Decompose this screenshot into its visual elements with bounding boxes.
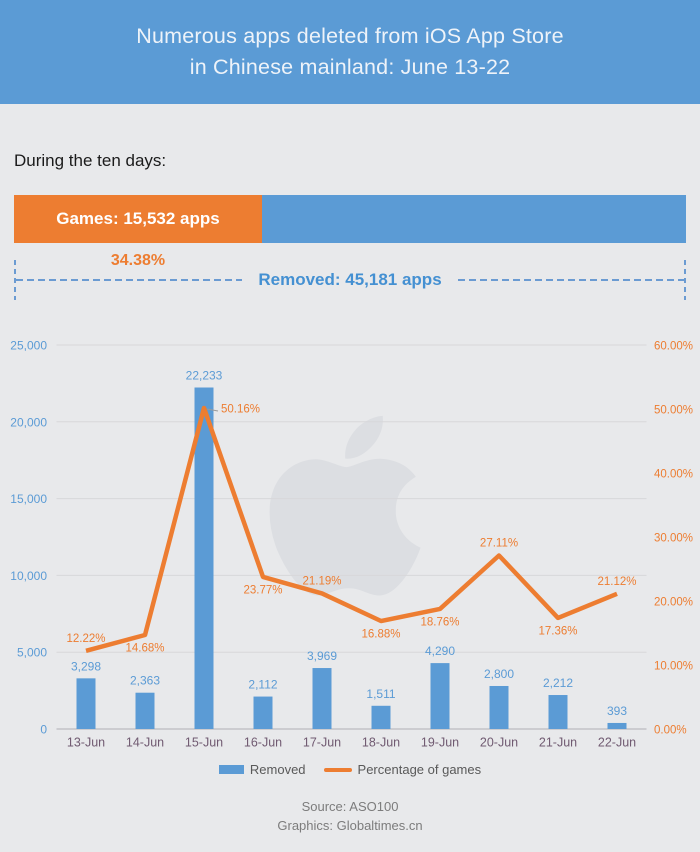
x-axis-tick-label: 16-Jun (244, 736, 282, 750)
legend-line-swatch-icon (323, 767, 352, 772)
pct-value-label: 17.36% (538, 625, 577, 637)
bar-value-label: 2,112 (248, 678, 277, 692)
bar-value-label: 2,800 (484, 667, 514, 681)
dimension-dash-right (457, 279, 684, 281)
x-axis-tick-label: 17-Jun (303, 736, 341, 750)
footer-credit: Graphics: Globaltimes.cn (277, 818, 423, 833)
pct-value-label: 21.19% (302, 575, 341, 587)
x-axis-tick-label: 19-Jun (421, 736, 459, 750)
games-percentage-label: 34.38% (110, 252, 166, 269)
bar-20-Jun (489, 685, 509, 729)
section-heading: During the ten days: (14, 151, 167, 170)
removed-bar-segment (262, 195, 686, 243)
pct-value-label: 18.76% (420, 616, 459, 628)
summary-stacked-bar: Games: 15,532 apps (14, 195, 686, 243)
footer-source: Source: ASO100 (301, 799, 399, 814)
chart-legend: Removed Percentage of games (0, 762, 700, 777)
x-axis-tick-label: 14-Jun (126, 736, 164, 750)
left-axis-tick-label: 0 (40, 723, 47, 737)
dimension-tick-right (684, 260, 686, 300)
dimension-tick-left (14, 260, 16, 300)
bar-value-label: 3,969 (307, 649, 337, 663)
bar-value-label: 4,290 (425, 644, 455, 658)
pct-value-label: 12.22% (66, 633, 105, 645)
bar-14-Jun (135, 692, 155, 729)
dimension-dash-left (16, 279, 243, 281)
games-bar-label: Games: 15,532 apps (56, 209, 220, 228)
x-axis-tick-label: 22-Jun (598, 736, 636, 750)
removed-total-label: Removed: 45,181 apps (258, 270, 442, 289)
x-axis-tick-label: 21-Jun (539, 736, 577, 750)
legend-item-removed: Removed (218, 762, 306, 777)
left-axis-tick-label: 15,000 (10, 492, 47, 506)
pct-value-label: 14.68% (125, 643, 164, 655)
left-axis-tick-label: 10,000 (10, 569, 47, 583)
pct-value-label: 50.16% (221, 403, 260, 415)
left-axis-tick-label: 25,000 (10, 339, 47, 353)
right-axis-tick-label: 0.00% (654, 725, 687, 737)
bar-15-Jun (194, 387, 214, 729)
apple-logo-watermark-icon (269, 415, 421, 596)
x-axis-tick-label: 18-Jun (362, 736, 400, 750)
bar-16-Jun (253, 696, 273, 729)
bar-17-Jun (312, 668, 332, 729)
pct-value-label: 27.11% (480, 537, 518, 549)
legend-bar-swatch-icon (218, 765, 244, 774)
bar-19-Jun (430, 663, 450, 729)
header-banner: Numerous apps deleted from iOS App Store… (0, 0, 700, 104)
pct-value-label: 16.88% (361, 628, 400, 640)
label-leader-line (206, 408, 219, 412)
combo-chart: 25,000 20,000 15,000 10,000 5,000 0 60.00% 50.0… (0, 330, 700, 760)
pct-value-label: 23.77% (243, 584, 282, 596)
x-axis-tick-label: 20-Jun (480, 736, 518, 750)
bar-value-label: 22,233 (186, 369, 223, 383)
x-axis-tick-label: 15-Jun (185, 736, 223, 750)
pct-value-label: 21.12% (597, 576, 636, 588)
bar-22-Jun (607, 722, 627, 729)
bar-21-Jun (548, 695, 568, 729)
bar-value-label: 1,511 (366, 687, 395, 701)
right-axis-tick-label: 60.00% (654, 341, 693, 353)
right-axis-tick-label: 30.00% (654, 533, 693, 545)
removed-dimension-line: Removed: 45,181 apps (14, 260, 686, 300)
page-title-line-1: Numerous apps deleted from iOS App Store (136, 24, 564, 48)
footer: Source: ASO100 Graphics: Globaltimes.cn (0, 797, 700, 835)
x-axis-tick-label: 13-Jun (67, 736, 105, 750)
right-axis-tick-label: 20.00% (654, 597, 693, 609)
page-title-line-2: in Chinese mainland: June 13-22 (189, 55, 511, 79)
bar-value-label: 3,298 (71, 659, 101, 673)
left-axis-tick-label: 5,000 (17, 646, 47, 660)
left-axis-tick-label: 20,000 (10, 415, 47, 429)
bar-13-Jun (76, 678, 96, 729)
games-bar-segment: Games: 15,532 apps (14, 195, 262, 243)
bar-value-label: 2,363 (130, 674, 160, 688)
legend-label-removed: Removed (249, 762, 306, 777)
right-axis-tick-label: 10.00% (654, 661, 693, 673)
legend-label-percentage: Percentage of games (357, 762, 482, 777)
legend-item-percentage: Percentage of games (323, 762, 482, 777)
percentage-line (85, 405, 618, 653)
bar-18-Jun (371, 705, 391, 729)
right-axis-tick-label: 50.00% (654, 405, 693, 417)
bar-value-label: 393 (607, 704, 627, 718)
combo-chart-svg: 25,000 20,000 15,000 10,000 5,000 0 60.00% 50.0… (10, 339, 693, 750)
right-axis-tick-label: 40.00% (654, 469, 693, 481)
bar-value-label: 2,212 (543, 676, 573, 690)
